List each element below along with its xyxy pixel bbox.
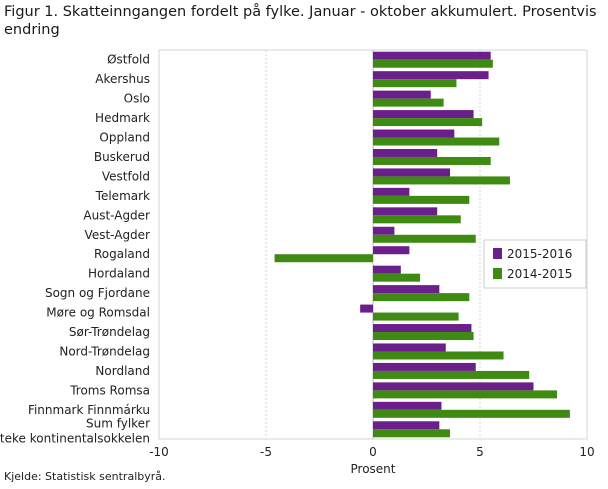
- bar-2015-2016-0: [373, 51, 491, 60]
- bar-2014-2015-5: [373, 156, 491, 165]
- x-tick-label: 0: [369, 445, 377, 459]
- bar-2015-2016-12: [373, 285, 440, 294]
- category-label: Oppland: [99, 131, 150, 145]
- category-label: Akershus: [95, 72, 150, 86]
- bar-2014-2015-1: [373, 79, 457, 88]
- category-label: Sør-Trøndelag: [69, 325, 150, 339]
- x-axis-title: Prosent: [351, 462, 396, 476]
- x-tick-label: 5: [476, 445, 484, 459]
- bar-2014-2015-9: [373, 234, 476, 243]
- category-label: Troms Romsa: [69, 383, 150, 397]
- bar-2014-2015-17: [373, 390, 558, 399]
- bar-2014-2015-12: [373, 293, 470, 302]
- legend-swatch: [493, 248, 502, 259]
- category-label: Møre og Romsdal: [46, 306, 150, 320]
- category-label: Telemark: [95, 189, 150, 203]
- bar-2015-2016-16: [373, 362, 476, 371]
- bar-2014-2015-19: [373, 429, 451, 438]
- bar-2015-2016-17: [373, 382, 534, 391]
- bar-2015-2016-18: [373, 401, 442, 410]
- category-label: Finnmark Finnmárku: [28, 403, 150, 417]
- legend-label: 2015-2016: [507, 247, 572, 261]
- category-label: Østfold: [107, 53, 150, 67]
- x-tick-label: 10: [579, 445, 594, 459]
- source-note: Kjelde: Statistisk sentralbyrå.: [4, 470, 166, 483]
- bar-2015-2016-13: [360, 304, 373, 313]
- category-label: Vestfold: [102, 169, 150, 183]
- bar-2015-2016-2: [373, 90, 431, 99]
- x-tick-labels: -10 -5 0 5 10: [149, 445, 594, 459]
- bar-2014-2015-4: [373, 137, 500, 146]
- bar-2015-2016-1: [373, 71, 489, 80]
- bar-2015-2016-14: [373, 324, 472, 333]
- category-label: Rogaland: [94, 247, 150, 261]
- bar-2015-2016-19: [373, 421, 440, 430]
- bar-2015-2016-8: [373, 207, 438, 216]
- category-label: Nordland: [95, 364, 150, 378]
- category-labels: Østfold Akershus Oslo Hedmark Oppland Buskeru…: [0, 53, 150, 446]
- category-label: Hordaland: [88, 267, 150, 281]
- bar-2014-2015-6: [373, 176, 510, 185]
- bar-2014-2015-13: [373, 312, 459, 321]
- bar-2014-2015-7: [373, 195, 470, 204]
- bar-2015-2016-7: [373, 187, 410, 196]
- x-tick-label: -10: [149, 445, 169, 459]
- x-tick-label: -5: [260, 445, 272, 459]
- bar-2015-2016-3: [373, 110, 474, 119]
- category-label: Vest-Agder: [85, 228, 151, 242]
- bar-2015-2016-4: [373, 129, 455, 138]
- bar-2015-2016-10: [373, 246, 410, 255]
- bar-2015-2016-5: [373, 148, 438, 157]
- category-label: Oslo: [124, 92, 150, 106]
- category-label: Aust-Agder: [83, 208, 150, 222]
- bar-2015-2016-9: [373, 226, 395, 235]
- bar-2014-2015-3: [373, 118, 483, 127]
- legend-swatch: [493, 268, 502, 279]
- legend: 2015-2016 2014-2015: [483, 239, 587, 289]
- legend-label: 2014-2015: [507, 267, 572, 281]
- category-label: Hedmark: [95, 111, 150, 125]
- chart-title: Figur 1. Skatteinngangen fordelt på fylk…: [4, 4, 597, 38]
- bar-2014-2015-15: [373, 351, 504, 360]
- bar-2015-2016-15: [373, 343, 446, 352]
- category-label: Sum fylkerunnateke kontinentalsokkelen: [0, 416, 150, 445]
- bar-2014-2015-16: [373, 370, 530, 379]
- bar-2014-2015-18: [373, 409, 570, 418]
- bar-2014-2015-8: [373, 215, 461, 224]
- bar-2014-2015-0: [373, 59, 493, 68]
- category-label: Nord-Trøndelag: [59, 344, 150, 358]
- bar-2014-2015-14: [373, 332, 474, 341]
- bar-2014-2015-10: [274, 254, 373, 263]
- category-label: Buskerud: [94, 150, 150, 164]
- bar-2014-2015-11: [373, 273, 421, 282]
- category-label: Sogn og Fjordane: [45, 286, 150, 300]
- bars: [274, 51, 570, 438]
- bar-2015-2016-6: [373, 168, 451, 177]
- bar-2015-2016-11: [373, 265, 401, 274]
- bar-2014-2015-2: [373, 98, 444, 107]
